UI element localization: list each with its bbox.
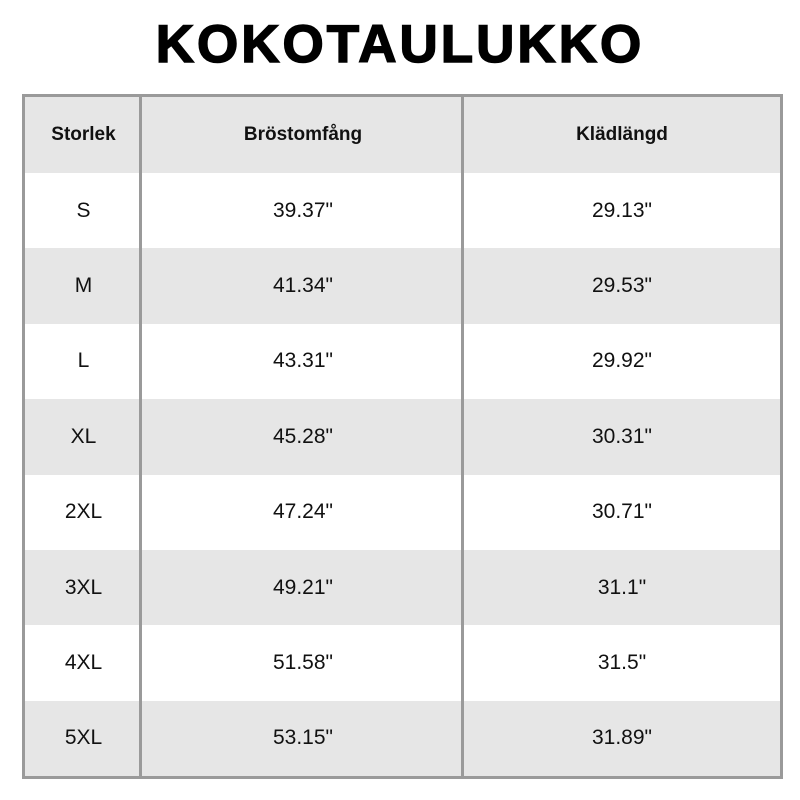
length-cell: 31.5" bbox=[597, 651, 647, 675]
length-cell: 29.92" bbox=[591, 349, 652, 373]
chest-cell: 47.24" bbox=[272, 500, 333, 524]
chest-cell: 51.58" bbox=[272, 651, 333, 675]
page-title: KOKOTAULUKKO bbox=[155, 14, 645, 75]
size-cell: 3XL bbox=[64, 575, 103, 599]
chest-cell: 43.31" bbox=[272, 349, 333, 373]
chest-cell: 49.21" bbox=[272, 575, 333, 599]
table-row: M 41.34" 29.53" bbox=[25, 248, 780, 324]
column-divider bbox=[461, 97, 464, 776]
header-row: Storlek Bröstomfång Klädlängd bbox=[25, 97, 780, 173]
length-cell: 30.71" bbox=[591, 500, 652, 524]
size-cell: 4XL bbox=[64, 651, 103, 675]
table-row: 5XL 53.15" 31.89" bbox=[25, 700, 780, 777]
header-size: Storlek bbox=[51, 124, 116, 145]
chest-cell: 53.15" bbox=[272, 726, 333, 750]
chest-cell: 39.37" bbox=[272, 198, 333, 222]
chest-cell: 41.34" bbox=[272, 274, 333, 298]
size-cell: XL bbox=[70, 424, 97, 448]
length-cell: 30.31" bbox=[591, 424, 652, 448]
header-length: Klädlängd bbox=[576, 124, 668, 145]
table-row: S 39.37" 29.13" bbox=[25, 173, 780, 248]
size-cell: 5XL bbox=[64, 726, 103, 750]
size-table: Storlek Bröstomfång Klädlängd S 39.37" 29.… bbox=[22, 94, 783, 779]
table-row: 3XL 49.21" 31.1" bbox=[25, 550, 780, 626]
length-cell: 29.53" bbox=[591, 274, 652, 298]
size-cell: L bbox=[77, 349, 90, 373]
column-divider bbox=[139, 97, 142, 776]
table-row: XL 45.28" 30.31" bbox=[25, 399, 780, 475]
chest-cell: 45.28" bbox=[272, 424, 333, 448]
length-cell: 31.89" bbox=[591, 726, 652, 750]
size-cell: 2XL bbox=[64, 500, 103, 524]
size-cell: S bbox=[76, 198, 91, 222]
length-cell: 31.1" bbox=[597, 575, 647, 599]
header-chest: Bröstomfång bbox=[243, 124, 363, 145]
table-row: L 43.31" 29.92" bbox=[25, 324, 780, 399]
size-cell: M bbox=[74, 274, 93, 298]
length-cell: 29.13" bbox=[591, 198, 652, 222]
table-row: 2XL 47.24" 30.71" bbox=[25, 475, 780, 550]
table-row: 4XL 51.58" 31.5" bbox=[25, 625, 780, 700]
